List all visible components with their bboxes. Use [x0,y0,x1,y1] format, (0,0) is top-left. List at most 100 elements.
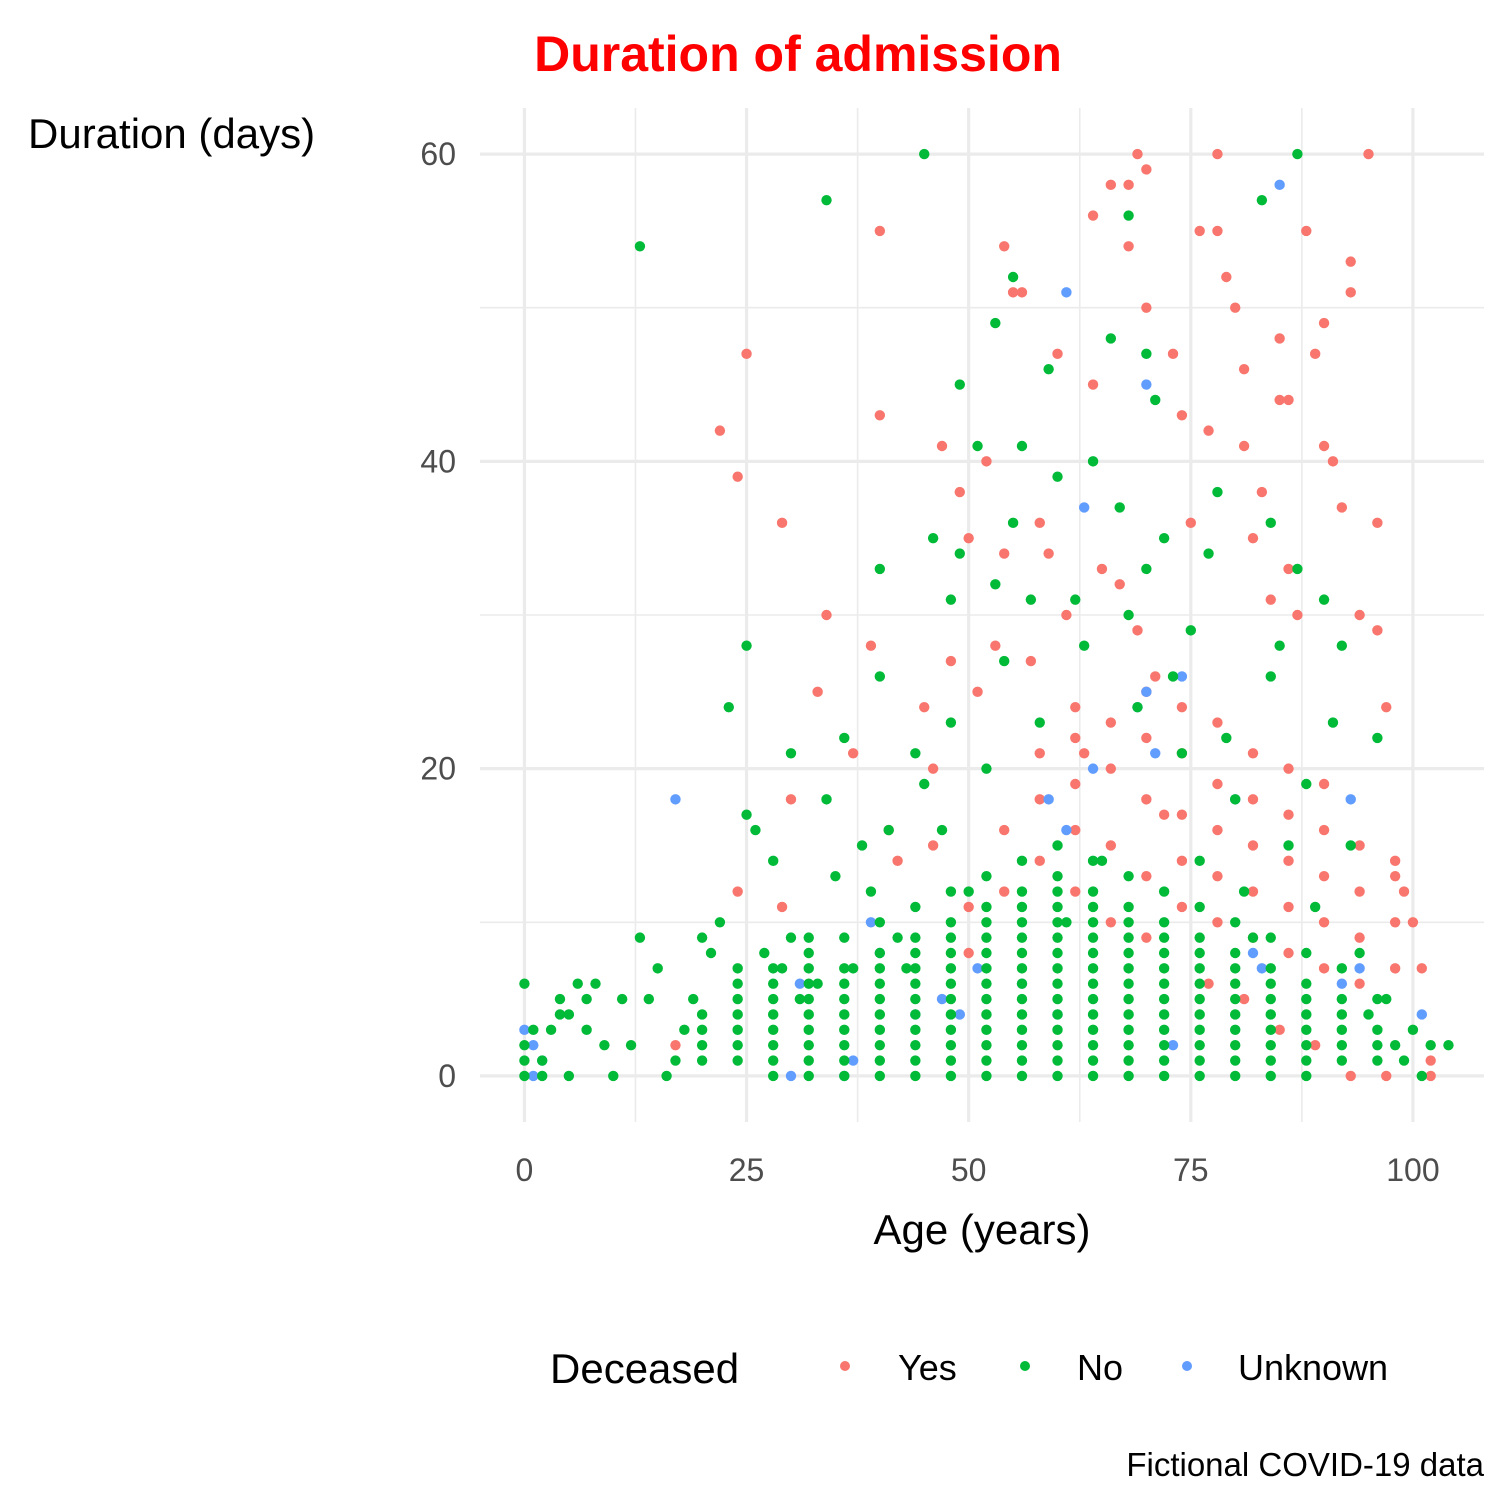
point-yes [1283,563,1294,575]
point-yes [1105,917,1117,928]
point-no [1194,932,1205,943]
point-no [643,993,655,1005]
point-no [1158,1070,1170,1082]
point-yes [1389,870,1401,882]
point-no [1123,1039,1134,1051]
x-tick-label: 25 [729,1152,765,1188]
point-no [839,978,850,989]
point-no [1123,210,1134,221]
point-no [945,963,957,974]
point-no [581,1024,592,1036]
point-no [1087,901,1099,913]
point-no [901,963,912,974]
point-no [732,978,743,989]
point-no [1274,640,1285,651]
data-points [519,148,1454,1082]
point-unknown [847,1055,859,1066]
point-no [1016,932,1028,943]
point-yes [1070,732,1081,744]
point-no [1016,1039,1028,1051]
point-no [803,978,814,989]
point-no [972,440,983,452]
point-no [1194,901,1205,913]
point-yes [1070,701,1081,713]
point-yes [1389,917,1401,928]
point-no [1372,1039,1383,1051]
point-no [1158,947,1170,959]
point-yes [927,763,939,774]
point-yes [874,410,886,421]
point-no [945,594,957,605]
point-no [1194,978,1205,989]
point-yes [1247,840,1259,851]
point-no [714,917,726,928]
point-yes [972,686,983,698]
point-no [1265,993,1276,1005]
legend-label-yes: Yes [898,1347,957,1388]
point-no [945,886,957,897]
point-no [981,917,992,928]
point-yes [1176,901,1188,913]
point-no [1256,194,1268,206]
point-no [1389,1039,1401,1051]
point-yes [1238,363,1250,375]
point-no [1123,978,1134,989]
point-yes [1070,886,1081,897]
point-no [696,1024,708,1036]
point-yes [865,640,877,651]
point-yes [1372,625,1383,636]
point-yes [1141,870,1152,882]
point-unknown [785,1070,797,1082]
point-yes [1345,1070,1356,1082]
point-no [1114,502,1125,513]
point-yes [1203,425,1214,436]
point-no [741,640,752,651]
point-yes [1096,563,1108,575]
point-no [1238,886,1250,897]
point-yes [1230,302,1241,313]
point-no [839,993,850,1005]
point-yes [1274,394,1285,406]
point-no [723,701,734,713]
point-no [1052,947,1063,959]
point-no [1167,671,1179,682]
point-no [936,824,948,836]
point-no [1345,840,1356,851]
point-no [1176,748,1188,759]
point-no [981,1009,992,1020]
point-no [1016,947,1028,959]
point-yes [1274,333,1285,344]
point-yes [1176,410,1188,421]
point-no [1070,594,1081,605]
point-yes [1398,886,1410,897]
point-no [1194,1055,1205,1066]
point-yes [1318,870,1330,882]
point-yes [1141,732,1152,744]
point-no [803,932,814,943]
point-no [1096,855,1108,867]
point-no [1336,963,1348,974]
point-no [1318,594,1330,605]
point-unknown [1061,824,1072,836]
point-yes [1141,164,1152,175]
point-no [768,978,779,989]
point-yes [1301,225,1312,237]
point-no [1052,917,1063,928]
point-no [1123,901,1134,913]
point-no [1283,840,1294,851]
point-no [839,1070,850,1082]
point-no [874,1009,886,1020]
point-no [1301,993,1312,1005]
point-no [590,978,601,989]
point-no [910,978,921,989]
point-no [1007,271,1019,283]
point-no [990,317,1001,329]
point-no [1052,1009,1063,1020]
point-yes [1345,256,1356,267]
point-yes [1105,763,1117,774]
point-no [1052,963,1063,974]
point-no [1052,1055,1063,1066]
point-yes [963,947,974,959]
point-no [679,1024,690,1036]
point-no [1123,1055,1134,1066]
